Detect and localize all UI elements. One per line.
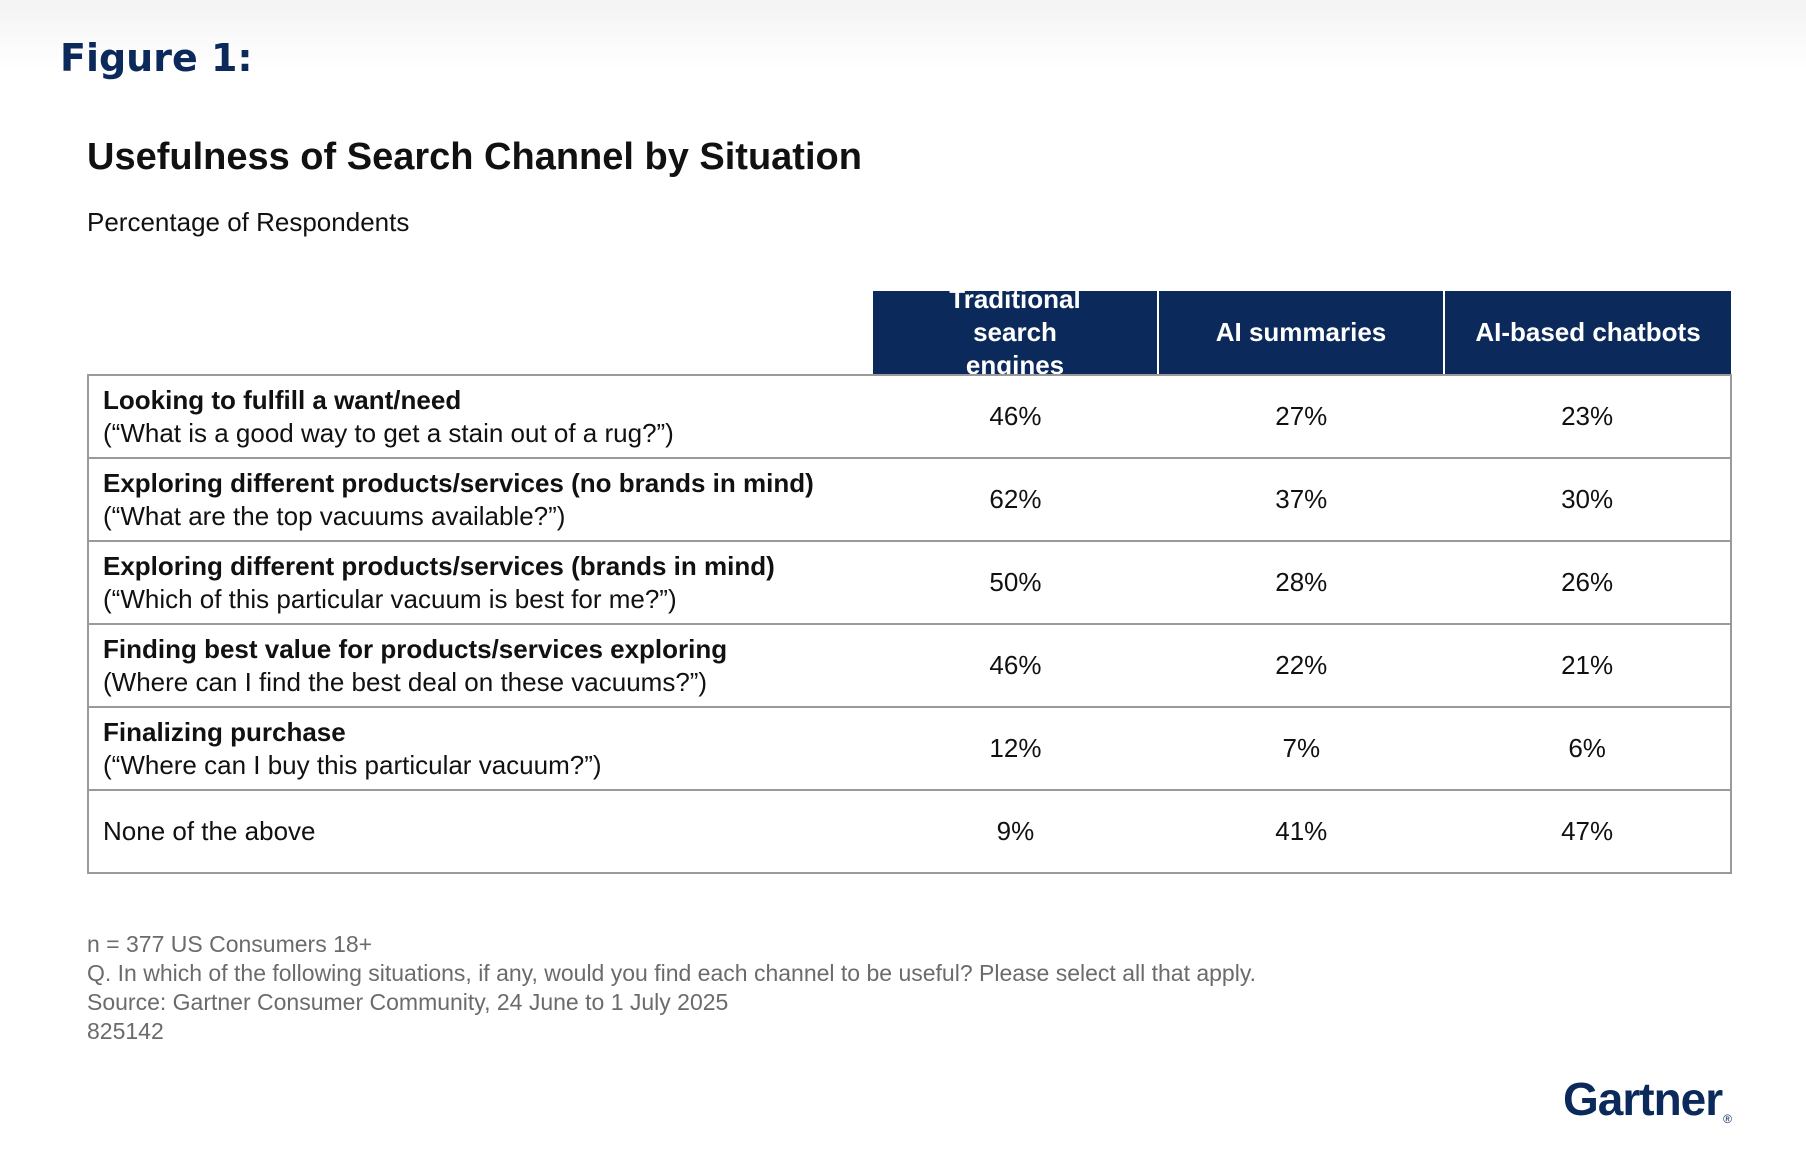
situation-cell: Exploring different products/services (b… bbox=[89, 542, 873, 623]
situation-label: Exploring different products/services (n… bbox=[103, 467, 814, 498]
value-traditional-search-engines: 62% bbox=[989, 484, 1042, 514]
situation-cell: None of the above bbox=[89, 791, 873, 872]
table-row: Exploring different products/services (b… bbox=[89, 542, 1730, 625]
situation-label: Finding best value for products/services… bbox=[103, 633, 728, 664]
table-row: Finding best value for products/services… bbox=[89, 625, 1730, 708]
column-header-ai-summaries: AI summaries bbox=[1159, 291, 1445, 374]
situation-example: (“Which of this particular vacuum is bes… bbox=[103, 583, 677, 614]
table-row: Looking to fulfill a want/need (“What is… bbox=[89, 376, 1730, 459]
figure-label: Figure 1: bbox=[60, 36, 253, 80]
table-header-row: Traditional search engines AI summaries … bbox=[873, 284, 1733, 380]
value-traditional-search-engines: 9% bbox=[996, 816, 1035, 846]
value-ai-based-chatbots: 23% bbox=[1561, 401, 1614, 431]
footnote-question: Q. In which of the following situations,… bbox=[87, 960, 1257, 986]
footnote-source: Source: Gartner Consumer Community, 24 J… bbox=[87, 989, 729, 1015]
situation-label: Finalizing purchase bbox=[103, 716, 346, 747]
data-table: Looking to fulfill a want/need (“What is… bbox=[87, 374, 1732, 874]
value-ai-based-chatbots: 21% bbox=[1561, 650, 1614, 680]
footnote-id: 825142 bbox=[87, 1018, 164, 1044]
situation-label: Looking to fulfill a want/need bbox=[103, 384, 462, 415]
value-ai-based-chatbots: 30% bbox=[1561, 484, 1614, 514]
situation-cell: Exploring different products/services (n… bbox=[89, 459, 873, 540]
value-ai-based-chatbots: 47% bbox=[1561, 816, 1614, 846]
gartner-logo: Gartner® bbox=[1563, 1072, 1732, 1126]
value-ai-based-chatbots: 6% bbox=[1568, 733, 1606, 763]
table-row: Exploring different products/services (n… bbox=[89, 459, 1730, 542]
value-ai-summaries: 28% bbox=[1275, 567, 1328, 597]
situation-cell: Finalizing purchase (“Where can I buy th… bbox=[89, 708, 873, 789]
value-traditional-search-engines: 12% bbox=[989, 733, 1042, 763]
column-header-traditional-search-engines: Traditional search engines bbox=[873, 284, 1159, 380]
situation-cell: Finding best value for products/services… bbox=[89, 625, 873, 706]
table-row: Finalizing purchase (“Where can I buy th… bbox=[89, 708, 1730, 791]
footnotes: n = 377 US Consumers 18+ Q. In which of … bbox=[87, 930, 1256, 1046]
value-traditional-search-engines: 46% bbox=[989, 401, 1042, 431]
chart-title: Usefulness of Search Channel by Situatio… bbox=[87, 136, 862, 178]
situation-cell: Looking to fulfill a want/need (“What is… bbox=[89, 376, 873, 457]
value-ai-summaries: 27% bbox=[1275, 401, 1328, 431]
value-ai-summaries: 7% bbox=[1282, 733, 1321, 763]
value-traditional-search-engines: 46% bbox=[989, 650, 1042, 680]
situation-example: (“What is a good way to get a stain out … bbox=[103, 417, 674, 448]
table-row: None of the above 9% 41% 47% bbox=[89, 791, 1730, 872]
value-ai-summaries: 41% bbox=[1275, 816, 1328, 846]
situation-example: (“Where can I buy this particular vacuum… bbox=[103, 749, 602, 780]
chart-subtitle: Percentage of Respondents bbox=[87, 207, 410, 237]
value-ai-based-chatbots: 26% bbox=[1561, 567, 1614, 597]
value-traditional-search-engines: 50% bbox=[989, 567, 1042, 597]
situation-example: (“What are the top vacuums available?”) bbox=[103, 500, 566, 531]
value-ai-summaries: 37% bbox=[1275, 484, 1328, 514]
situation-label: None of the above bbox=[103, 816, 316, 846]
footnote-sample: n = 377 US Consumers 18+ bbox=[87, 931, 373, 957]
logo-text: Gartner bbox=[1563, 1073, 1723, 1125]
logo-registered-mark: ® bbox=[1723, 1112, 1732, 1126]
situation-label: Exploring different products/services (b… bbox=[103, 550, 775, 581]
column-header-ai-based-chatbots: AI-based chatbots bbox=[1445, 291, 1731, 374]
situation-example: (Where can I find the best deal on these… bbox=[103, 666, 708, 697]
value-ai-summaries: 22% bbox=[1275, 650, 1328, 680]
